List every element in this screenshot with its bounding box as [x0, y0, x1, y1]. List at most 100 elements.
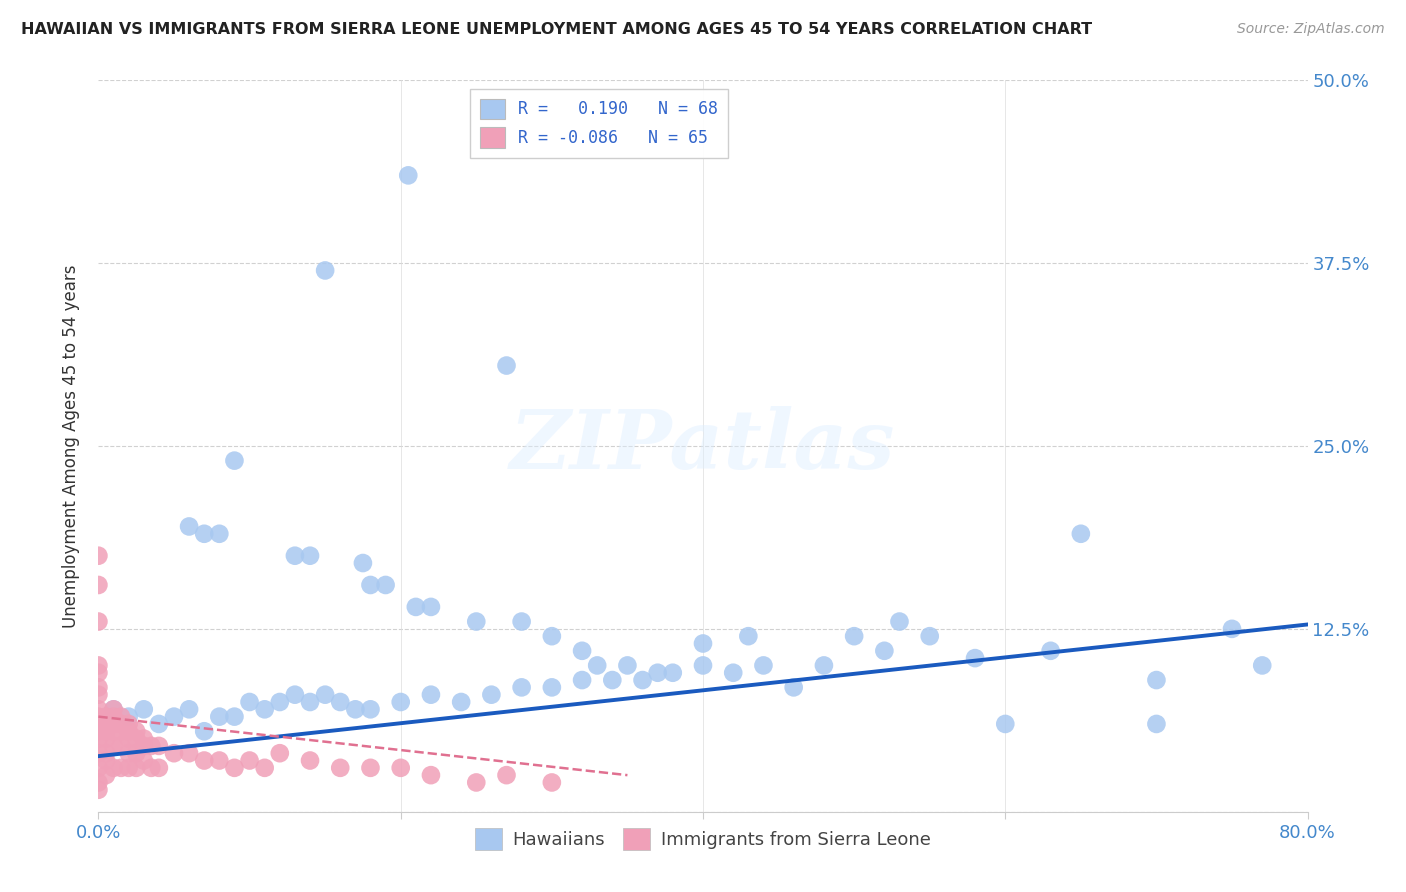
Point — [723, 665, 745, 680]
Point — [752, 658, 775, 673]
Point — [118, 724, 141, 739]
Point — [125, 724, 148, 739]
Point — [571, 673, 593, 687]
Point — [87, 688, 110, 702]
Point — [352, 556, 374, 570]
Point — [118, 709, 141, 723]
Point — [132, 731, 155, 746]
Point — [103, 724, 125, 739]
Point — [571, 644, 593, 658]
Point — [87, 724, 110, 739]
Point — [465, 775, 488, 789]
Point — [87, 615, 110, 629]
Point — [125, 731, 148, 746]
Point — [179, 746, 201, 760]
Point — [284, 688, 307, 702]
Point — [360, 702, 382, 716]
Point — [87, 709, 110, 723]
Point — [405, 599, 427, 614]
Point — [1039, 644, 1062, 658]
Point — [87, 731, 110, 746]
Point — [1144, 673, 1167, 687]
Point — [299, 754, 322, 768]
Point — [661, 665, 683, 680]
Point — [103, 709, 125, 723]
Point — [889, 615, 911, 629]
Point — [299, 695, 322, 709]
Point — [208, 709, 231, 723]
Point — [481, 688, 503, 702]
Point — [647, 665, 669, 680]
Point — [141, 761, 163, 775]
Point — [87, 658, 110, 673]
Point — [125, 746, 148, 760]
Text: Source: ZipAtlas.com: Source: ZipAtlas.com — [1237, 22, 1385, 37]
Point — [87, 746, 110, 760]
Point — [314, 688, 336, 702]
Point — [87, 702, 110, 716]
Point — [103, 761, 125, 775]
Text: HAWAIIAN VS IMMIGRANTS FROM SIERRA LEONE UNEMPLOYMENT AMONG AGES 45 TO 54 YEARS : HAWAIIAN VS IMMIGRANTS FROM SIERRA LEONE… — [21, 22, 1092, 37]
Point — [389, 761, 412, 775]
Point — [329, 761, 352, 775]
Point — [87, 681, 110, 695]
Point — [110, 724, 132, 739]
Point — [103, 717, 125, 731]
Point — [495, 768, 517, 782]
Point — [1070, 526, 1092, 541]
Point — [87, 775, 110, 789]
Point — [87, 761, 110, 775]
Point — [994, 717, 1017, 731]
Point — [420, 688, 443, 702]
Point — [179, 519, 201, 533]
Point — [208, 754, 231, 768]
Point — [208, 526, 231, 541]
Point — [193, 724, 215, 739]
Point — [540, 629, 562, 643]
Point — [148, 717, 170, 731]
Point — [118, 717, 141, 731]
Point — [420, 768, 443, 782]
Point — [314, 263, 336, 277]
Point — [844, 629, 866, 643]
Point — [1251, 658, 1274, 673]
Point — [141, 739, 163, 753]
Point — [253, 761, 276, 775]
Point — [1220, 622, 1243, 636]
Point — [420, 599, 443, 614]
Point — [329, 695, 352, 709]
Point — [269, 695, 291, 709]
Point — [465, 615, 488, 629]
Point — [110, 739, 132, 753]
Point — [269, 746, 291, 760]
Point — [110, 709, 132, 723]
Point — [132, 702, 155, 716]
Point — [540, 775, 562, 789]
Point — [110, 717, 132, 731]
Point — [94, 709, 117, 723]
Point — [374, 578, 396, 592]
Point — [193, 526, 215, 541]
Point — [224, 453, 246, 467]
Point — [87, 578, 110, 592]
Point — [631, 673, 654, 687]
Point — [783, 681, 806, 695]
Point — [94, 768, 117, 782]
Point — [94, 746, 117, 760]
Point — [396, 169, 419, 183]
Point — [813, 658, 835, 673]
Point — [118, 731, 141, 746]
Point — [87, 665, 110, 680]
Point — [344, 702, 367, 716]
Point — [103, 702, 125, 716]
Point — [148, 739, 170, 753]
Point — [148, 761, 170, 775]
Point — [918, 629, 941, 643]
Point — [125, 761, 148, 775]
Point — [602, 673, 624, 687]
Point — [873, 644, 896, 658]
Point — [1144, 717, 1167, 731]
Point — [132, 754, 155, 768]
Point — [132, 739, 155, 753]
Point — [616, 658, 638, 673]
